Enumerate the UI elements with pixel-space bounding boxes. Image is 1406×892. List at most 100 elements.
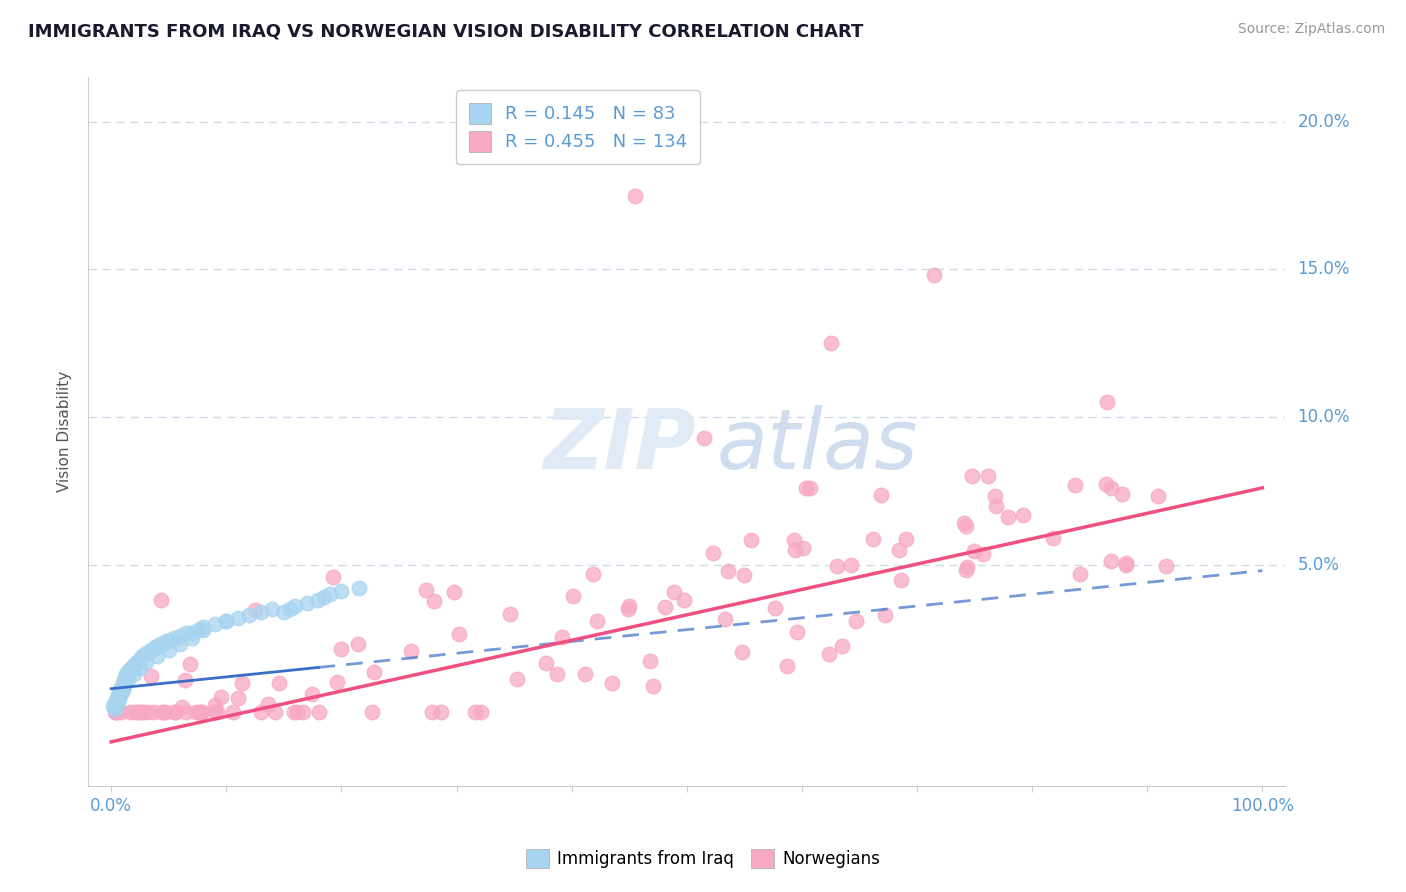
Point bbox=[193, 620, 215, 634]
Point bbox=[955, 519, 977, 533]
Point bbox=[174, 706, 197, 720]
Point bbox=[574, 666, 596, 681]
Point bbox=[347, 637, 370, 651]
Point bbox=[546, 666, 568, 681]
Point bbox=[820, 336, 842, 351]
Point bbox=[120, 661, 142, 675]
Point bbox=[136, 646, 159, 660]
Point bbox=[1069, 566, 1091, 581]
Point bbox=[322, 569, 344, 583]
Point bbox=[360, 706, 382, 720]
Point bbox=[139, 668, 162, 682]
Point bbox=[420, 706, 443, 720]
Point bbox=[143, 706, 166, 720]
Point bbox=[956, 560, 979, 574]
Point bbox=[505, 672, 527, 686]
Point bbox=[231, 676, 253, 690]
Point bbox=[672, 593, 695, 607]
Point bbox=[617, 599, 640, 613]
Point bbox=[118, 664, 141, 678]
Point bbox=[1011, 508, 1033, 523]
Point bbox=[111, 679, 134, 693]
Point bbox=[283, 706, 305, 720]
Point bbox=[174, 673, 197, 687]
Point bbox=[226, 611, 249, 625]
Point bbox=[115, 670, 138, 684]
Point bbox=[135, 655, 157, 669]
Y-axis label: Vision Disability: Vision Disability bbox=[58, 371, 72, 492]
Point bbox=[131, 649, 153, 664]
Point bbox=[163, 632, 186, 646]
Point bbox=[180, 625, 202, 640]
Legend: R = 0.145   N = 83, R = 0.455   N = 134: R = 0.145 N = 83, R = 0.455 N = 134 bbox=[457, 90, 700, 164]
Point bbox=[562, 589, 585, 603]
Point bbox=[112, 673, 135, 687]
Point bbox=[307, 593, 329, 607]
Point bbox=[763, 601, 786, 615]
Point bbox=[186, 623, 208, 637]
Point bbox=[470, 706, 492, 720]
Point bbox=[110, 684, 132, 698]
Point bbox=[796, 481, 818, 495]
Point bbox=[1095, 395, 1118, 409]
Text: IMMIGRANTS FROM IRAQ VS NORWEGIAN VISION DISABILITY CORRELATION CHART: IMMIGRANTS FROM IRAQ VS NORWEGIAN VISION… bbox=[28, 22, 863, 40]
Point bbox=[818, 647, 841, 661]
Point bbox=[107, 693, 129, 707]
Point bbox=[363, 665, 385, 679]
Point bbox=[122, 667, 145, 681]
Text: ZIP: ZIP bbox=[543, 406, 696, 486]
Point bbox=[117, 673, 139, 687]
Point bbox=[174, 625, 197, 640]
Text: Source: ZipAtlas.com: Source: ZipAtlas.com bbox=[1237, 22, 1385, 37]
Point bbox=[104, 697, 127, 711]
Point bbox=[326, 675, 349, 690]
Point bbox=[215, 614, 238, 628]
Point bbox=[129, 661, 152, 675]
Point bbox=[291, 706, 314, 720]
Point bbox=[118, 706, 141, 720]
Point bbox=[117, 667, 139, 681]
Point bbox=[624, 188, 647, 202]
Point bbox=[152, 706, 174, 720]
Point bbox=[115, 667, 138, 681]
Point bbox=[238, 607, 260, 622]
Point bbox=[330, 584, 353, 599]
Point bbox=[870, 488, 893, 502]
Point bbox=[124, 658, 146, 673]
Point bbox=[600, 676, 623, 690]
Point bbox=[285, 706, 308, 720]
Point bbox=[1101, 481, 1123, 495]
Point bbox=[104, 706, 127, 720]
Point bbox=[190, 706, 212, 720]
Point bbox=[586, 615, 609, 629]
Point bbox=[430, 706, 453, 720]
Point bbox=[148, 637, 170, 651]
Point bbox=[1115, 558, 1137, 573]
Point bbox=[997, 509, 1019, 524]
Point bbox=[257, 697, 280, 711]
Point bbox=[124, 706, 146, 720]
Point bbox=[1099, 554, 1122, 568]
Point bbox=[347, 582, 370, 596]
Point bbox=[110, 688, 132, 702]
Point bbox=[107, 690, 129, 705]
Point bbox=[443, 584, 465, 599]
Point bbox=[105, 690, 128, 705]
Point bbox=[205, 706, 228, 720]
Point bbox=[243, 603, 266, 617]
Point bbox=[136, 706, 159, 720]
Text: 10.0%: 10.0% bbox=[1298, 408, 1350, 426]
Point bbox=[1094, 477, 1116, 491]
Point bbox=[103, 699, 125, 714]
Point bbox=[110, 679, 132, 693]
Point bbox=[179, 657, 201, 671]
Point bbox=[226, 691, 249, 706]
Point bbox=[422, 594, 444, 608]
Point bbox=[204, 616, 226, 631]
Point bbox=[733, 567, 755, 582]
Point bbox=[825, 558, 848, 573]
Point bbox=[188, 706, 211, 720]
Point bbox=[1154, 559, 1177, 574]
Point bbox=[953, 516, 976, 531]
Point bbox=[110, 681, 132, 696]
